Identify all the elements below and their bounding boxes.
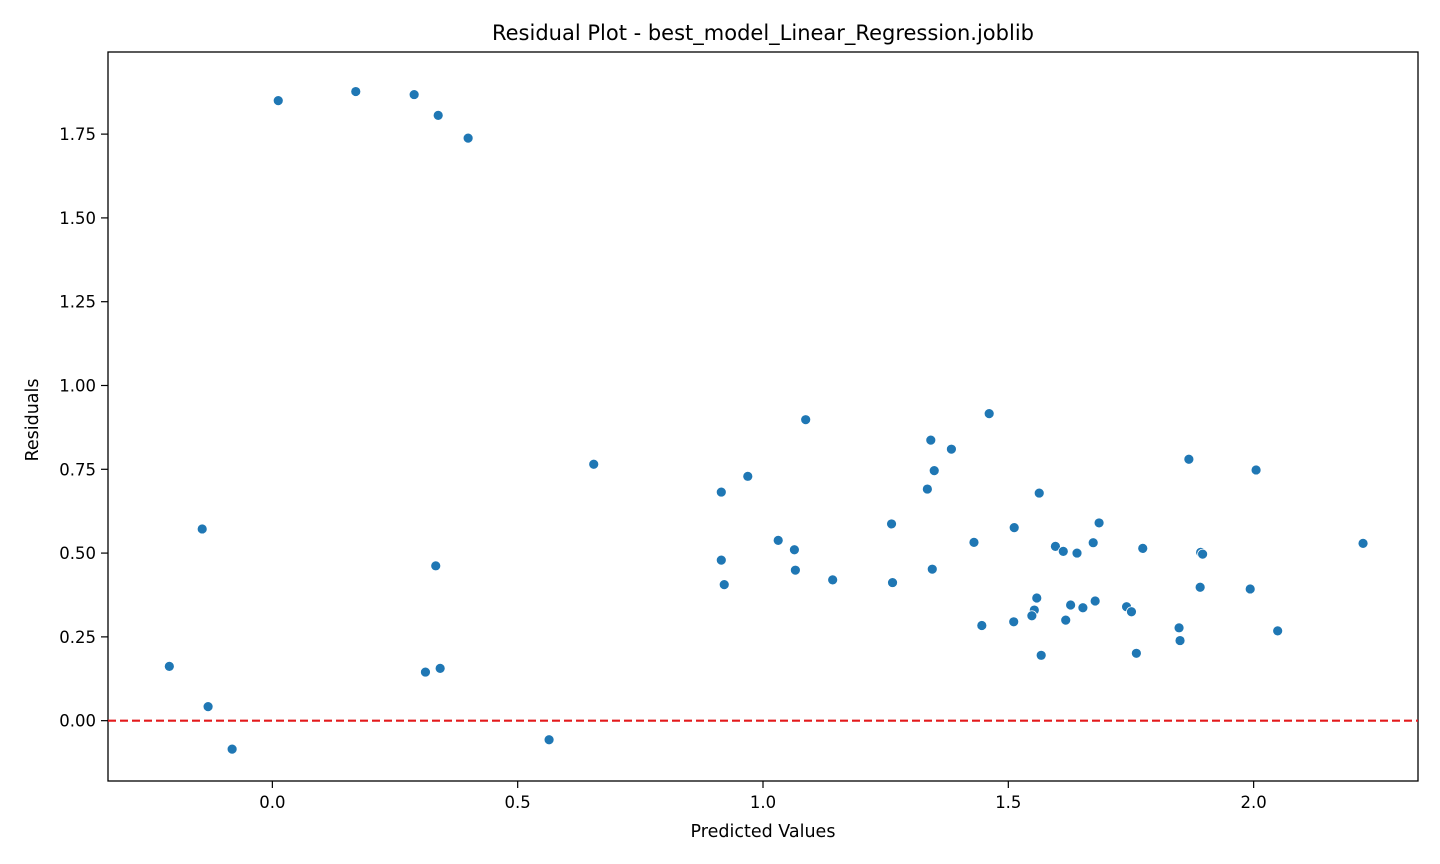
y-axis-title: Residuals bbox=[23, 378, 43, 461]
data-point bbox=[1071, 547, 1083, 559]
data-point bbox=[434, 662, 446, 674]
data-point bbox=[718, 579, 730, 590]
data-point bbox=[715, 486, 727, 498]
y-tick-label: 1.50 bbox=[59, 209, 96, 228]
data-point bbox=[588, 458, 600, 470]
data-point bbox=[1272, 625, 1284, 637]
data-point bbox=[432, 109, 444, 121]
data-point bbox=[1035, 649, 1047, 661]
data-point bbox=[1093, 517, 1105, 529]
points-layer bbox=[163, 86, 1369, 755]
data-point bbox=[968, 536, 980, 548]
data-point bbox=[983, 408, 995, 420]
x-tick-label: 1.0 bbox=[750, 793, 776, 812]
data-point bbox=[408, 89, 420, 100]
data-point bbox=[1050, 540, 1061, 552]
data-point bbox=[1057, 546, 1069, 557]
data-point bbox=[1183, 453, 1195, 465]
data-point bbox=[800, 414, 812, 426]
data-point bbox=[1244, 583, 1256, 595]
x-tick-label: 1.5 bbox=[995, 793, 1021, 812]
data-point bbox=[715, 554, 727, 566]
data-point bbox=[789, 564, 801, 576]
plot-frame bbox=[107, 51, 1419, 782]
data-point bbox=[1357, 537, 1369, 549]
data-point bbox=[1087, 537, 1099, 549]
data-point bbox=[1008, 616, 1020, 628]
data-point bbox=[543, 734, 555, 746]
data-point bbox=[1060, 614, 1072, 626]
data-point bbox=[350, 86, 362, 97]
data-point bbox=[928, 465, 940, 477]
data-point bbox=[1089, 595, 1101, 607]
data-point bbox=[827, 574, 839, 586]
data-point bbox=[1026, 610, 1038, 622]
data-point bbox=[742, 470, 754, 482]
data-point bbox=[226, 743, 238, 755]
data-point bbox=[921, 483, 933, 495]
data-point bbox=[925, 434, 937, 446]
y-tick-label: 1.25 bbox=[59, 293, 96, 312]
data-point bbox=[196, 523, 208, 535]
data-point bbox=[420, 666, 431, 678]
y-tick-label: 1.00 bbox=[59, 376, 96, 395]
x-tick-label: 0.0 bbox=[259, 793, 285, 812]
data-point bbox=[789, 544, 800, 556]
data-point bbox=[1174, 635, 1186, 646]
data-point bbox=[772, 534, 784, 546]
data-point bbox=[1137, 542, 1149, 554]
data-point bbox=[1194, 581, 1206, 593]
y-tick-label: 0.25 bbox=[59, 628, 96, 647]
x-tick-label: 2.0 bbox=[1241, 793, 1267, 812]
data-point bbox=[886, 518, 897, 530]
data-point bbox=[1077, 602, 1089, 614]
data-point bbox=[887, 577, 898, 588]
data-point bbox=[163, 660, 175, 672]
chart-title: Residual Plot - best_model_Linear_Regres… bbox=[492, 21, 1034, 46]
x-tick-label: 0.5 bbox=[505, 793, 531, 812]
data-point bbox=[1250, 464, 1262, 476]
data-point bbox=[1197, 548, 1209, 560]
data-point bbox=[946, 443, 957, 455]
data-point bbox=[1031, 592, 1043, 604]
data-point bbox=[1008, 522, 1020, 534]
x-axis: 0.0 0.5 1.0 1.5 2.0 bbox=[259, 781, 1267, 812]
data-point bbox=[462, 132, 474, 144]
data-point bbox=[976, 620, 988, 631]
y-axis: 0.00 0.25 0.50 0.75 1.00 1.25 1.50 1.75 bbox=[59, 125, 108, 731]
data-point bbox=[202, 701, 214, 712]
y-tick-label: 0.50 bbox=[59, 544, 96, 563]
data-point bbox=[430, 560, 442, 572]
y-tick-label: 1.75 bbox=[59, 125, 96, 144]
data-point bbox=[272, 95, 284, 106]
data-point bbox=[1065, 599, 1077, 611]
data-point bbox=[926, 563, 938, 575]
y-tick-label: 0.00 bbox=[59, 712, 96, 731]
y-tick-label: 0.75 bbox=[59, 460, 96, 479]
x-axis-title: Predicted Values bbox=[691, 822, 836, 842]
data-point bbox=[1033, 487, 1045, 499]
data-point bbox=[1126, 606, 1137, 618]
data-point bbox=[1173, 622, 1185, 634]
data-point bbox=[1130, 647, 1142, 659]
